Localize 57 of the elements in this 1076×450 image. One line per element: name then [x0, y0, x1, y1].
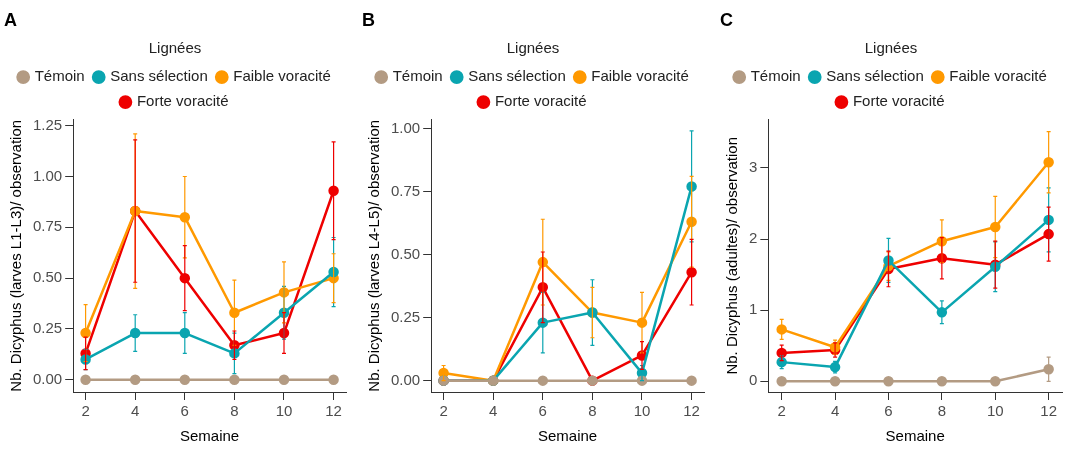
y-tick-label: 0.50 — [390, 244, 421, 262]
x-tick-label: 4 — [131, 402, 140, 420]
x-tick-label: 8 — [937, 402, 947, 420]
x-tick-label: 6 — [180, 402, 189, 420]
y-tick-label: 0.50 — [32, 268, 63, 286]
x-tick-label: 2 — [81, 402, 90, 420]
legend-label: Forte voracité — [136, 92, 229, 110]
legend-label: Sans sélection — [468, 67, 566, 85]
y-tick-label: 1.00 — [390, 118, 421, 136]
chart-title: B — [362, 9, 375, 30]
y-tick-label: 0.00 — [390, 370, 421, 388]
y-axis-title: Nb. Dicyphus (adultes)/ observation — [723, 136, 741, 375]
x-tick-label: 6 — [884, 402, 893, 420]
legend-label: Témoin — [392, 67, 443, 85]
legend-label: Témoin — [750, 67, 801, 85]
x-tick-label: 2 — [439, 402, 448, 420]
legend-label: Faible voracité — [949, 67, 1047, 85]
y-tick-label: 0 — [749, 371, 758, 389]
x-tick-label: 8 — [588, 402, 597, 420]
legend-label: Forte voracité — [852, 92, 945, 110]
y-tick-label: 0.75 — [390, 181, 421, 199]
x-tick-label: 4 — [830, 402, 840, 420]
x-tick-label: 12 — [325, 402, 342, 420]
y-tick-label: 1 — [749, 300, 758, 318]
x-tick-label: 4 — [489, 402, 498, 420]
x-tick-label: 12 — [1040, 402, 1057, 420]
x-tick-label: 2 — [777, 402, 786, 420]
x-tick-label: 12 — [683, 402, 700, 420]
y-axis-title: Nb. Dicyphus (larves L1-L3)/ observation — [7, 119, 25, 392]
chart-title: C — [720, 9, 733, 30]
x-tick-label: 10 — [275, 402, 293, 420]
legend-label: Faible voracité — [233, 67, 331, 85]
x-axis-title: Semaine — [538, 427, 598, 445]
chart-title: A — [4, 9, 17, 30]
legend-label: Sans sélection — [826, 67, 924, 85]
y-tick-label: 0.75 — [32, 217, 63, 235]
legend-title: Lignées — [506, 39, 560, 57]
x-tick-label: 8 — [230, 402, 239, 420]
x-axis-title: Semaine — [885, 427, 945, 445]
y-tick-label: 0.25 — [32, 319, 63, 337]
legend-title: Lignées — [148, 39, 202, 57]
y-tick-label: 1.00 — [32, 166, 63, 184]
legend-label: Forte voracité — [494, 92, 587, 110]
x-tick-label: 6 — [538, 402, 547, 420]
legend-title: Lignées — [864, 39, 918, 57]
x-tick-label: 10 — [633, 402, 651, 420]
y-tick-label: 2 — [749, 229, 758, 247]
y-tick-label: 0.00 — [32, 369, 63, 387]
legend-label: Sans sélection — [110, 67, 208, 85]
y-tick-label: 0.25 — [390, 307, 421, 325]
legend-label: Faible voracité — [591, 67, 689, 85]
x-axis-title: Semaine — [180, 427, 240, 445]
legend-label: Témoin — [34, 67, 85, 85]
y-tick-label: 3 — [749, 158, 758, 176]
x-tick-label: 10 — [986, 402, 1004, 420]
y-axis-title: Nb. Dicyphus (larves L4-L5)/ observation — [365, 119, 383, 392]
y-tick-label: 1.25 — [32, 115, 63, 133]
